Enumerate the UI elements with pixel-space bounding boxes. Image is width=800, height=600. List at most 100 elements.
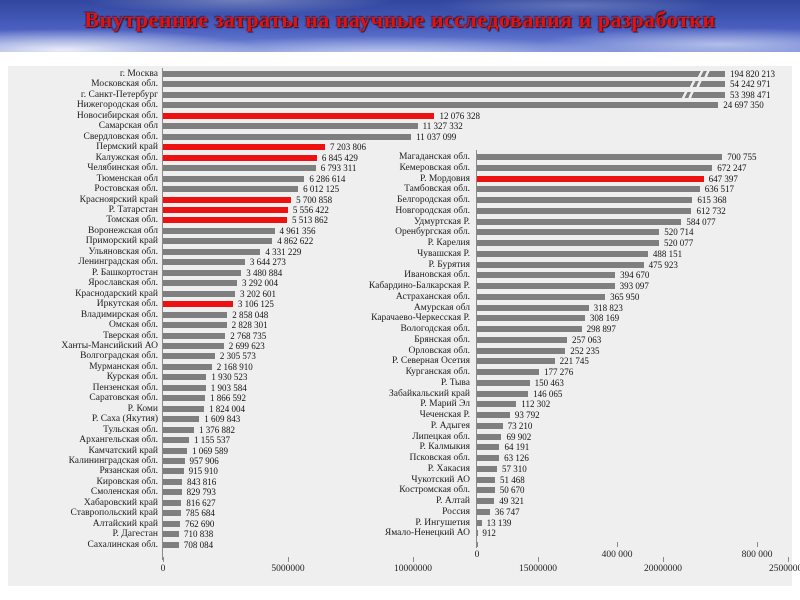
region-label: Р. Коми xyxy=(127,403,158,414)
bar-row: Свердловская обл. 11 037 099 xyxy=(8,132,792,142)
value-label: 612 732 xyxy=(696,205,726,216)
bar xyxy=(163,437,189,444)
axis-tick-label: 10000000 xyxy=(394,564,432,574)
region-label: Нижегородская обл. xyxy=(76,100,158,111)
bar-row: Р. Мордовия 647 397 xyxy=(8,174,792,184)
bar-row: Р. Хакасия 57 310 xyxy=(8,464,792,474)
bar-row: Челябинская обл. 6 793 311 xyxy=(8,163,792,173)
region-label: Красноярский край xyxy=(79,194,158,205)
value-label: 2 858 048 xyxy=(232,309,269,320)
value-label: 1 376 882 xyxy=(198,424,235,435)
axis-tick-label: 0 xyxy=(160,564,166,574)
region-label: Омская обл. xyxy=(109,320,158,331)
bar xyxy=(477,465,498,472)
region-label: Забайкальский край xyxy=(389,388,470,399)
bar-row: Самарская обл 11 327 332 xyxy=(8,121,792,131)
bar-row: Белгородская обл. 615 368 xyxy=(8,195,792,205)
bar-row: Р. Марий Эл 112 302 xyxy=(8,399,792,409)
value-label: 12 076 328 xyxy=(439,110,480,121)
bar xyxy=(163,510,181,517)
region-label: Р. Северная Осетия xyxy=(392,356,470,367)
bar xyxy=(163,374,207,381)
value-label: 1 609 843 xyxy=(204,414,241,425)
bar xyxy=(477,455,500,461)
bar-row: Р. Адыгея 73 210 xyxy=(8,421,792,431)
slide-header: Внутренние затраты на научные исследован… xyxy=(0,0,800,52)
bar-row: Нижегородская обл. 24 697 350 xyxy=(8,100,792,110)
bar xyxy=(477,197,693,203)
bar xyxy=(163,426,194,433)
value-label: 3 202 601 xyxy=(239,288,276,299)
value-label: 829 793 xyxy=(186,487,216,498)
value-label: 13 139 xyxy=(486,517,512,528)
region-label: Магаданская обл. xyxy=(398,152,470,162)
bar xyxy=(477,186,700,193)
value-label: 5 556 422 xyxy=(292,204,329,215)
bar-row: Липецкая обл. 69 902 xyxy=(8,432,792,442)
region-label: Алтайский край xyxy=(92,518,158,529)
bar-row: г. Санкт-Петербург 53 398 471 xyxy=(8,90,792,100)
bar-row: Р. Дагестан 710 838 xyxy=(8,529,792,539)
value-label: 785 684 xyxy=(185,508,215,519)
bar-row: Р. Башкортостан 3 480 884 xyxy=(8,268,792,278)
highlighted-bar xyxy=(163,301,233,308)
region-label: Р. Татарстан xyxy=(108,204,158,215)
region-label: Ханты-Мансийский АО xyxy=(61,340,158,351)
axis-tick-label: 15000000 xyxy=(519,564,557,574)
value-label: 51 468 xyxy=(500,474,525,485)
bar-row: Пензенская обл. 1 903 584 xyxy=(8,383,792,393)
value-label: 54 242 971 xyxy=(730,79,771,90)
region-label: Рязанская обл. xyxy=(99,466,158,477)
value-label: 4 331 229 xyxy=(265,246,302,257)
bar xyxy=(477,293,606,300)
bar-row: Красноярский край 5 700 858 xyxy=(8,195,792,205)
bar xyxy=(163,405,204,412)
region-label: Чукотский АО xyxy=(411,474,470,485)
bar-row: Алтайский край 762 690 xyxy=(8,519,792,529)
bar xyxy=(477,336,567,343)
bar-row: Тюменская обл 6 286 614 xyxy=(8,174,792,184)
region-label: Смоленская обл. xyxy=(90,487,158,498)
bar-row: Р. Саха (Якутия) 1 609 843 xyxy=(8,414,792,424)
value-label: 394 670 xyxy=(620,270,650,281)
value-label: 2 699 623 xyxy=(228,340,265,351)
bar xyxy=(477,519,482,526)
bar-row: Ростовская обл. 6 012 125 xyxy=(8,184,792,194)
bar xyxy=(477,487,495,494)
value-label: 57 310 xyxy=(502,463,527,474)
bar-row: Иркутская обл. 3 106 125 xyxy=(8,299,792,309)
value-label: 915 910 xyxy=(188,466,218,477)
bar-row: Пермский край 7 203 806 xyxy=(8,142,792,152)
region-label: Калужская обл. xyxy=(95,152,158,163)
bar xyxy=(163,468,184,475)
axis-tick-mark xyxy=(413,557,414,562)
region-label: Сахалинская обл. xyxy=(87,539,159,550)
region-label: Новосибирская обл. xyxy=(76,110,158,121)
region-label: Архангельская обл. xyxy=(79,435,158,446)
region-label: Камчатский край xyxy=(88,445,159,456)
bar-row: Орловская обл. 252 235 xyxy=(8,346,792,356)
bar xyxy=(477,530,478,537)
region-label: г. Москва xyxy=(119,69,158,79)
bar xyxy=(477,229,660,236)
value-label: 221 745 xyxy=(559,356,589,367)
bar-row: Чеченская Р. 93 792 xyxy=(8,410,792,420)
region-label: Р. Калмыкия xyxy=(419,442,470,453)
bar xyxy=(477,304,589,311)
region-label: Приморский край xyxy=(85,236,158,247)
bar xyxy=(477,412,510,418)
value-label: 647 397 xyxy=(708,173,738,184)
value-label: 584 077 xyxy=(686,216,716,227)
bar-row: Калужская обл. 6 845 429 xyxy=(8,153,792,163)
slide-title: Внутренние затраты на научные исследован… xyxy=(84,7,716,32)
region-label: Курская обл. xyxy=(106,372,158,383)
value-label: 2 168 910 xyxy=(216,361,253,372)
bar-row: Ханты-Мансийский АО 2 699 623 xyxy=(8,341,792,351)
value-label: 93 792 xyxy=(514,410,540,420)
bar-row: Чукотский АО 51 468 xyxy=(8,475,792,485)
region-label: Р. Хакасия xyxy=(427,463,470,474)
region-label: Ростовская обл. xyxy=(94,184,158,195)
bar-row: Р. Северная Осетия 221 745 xyxy=(8,356,792,366)
bar xyxy=(477,154,723,160)
value-label: 912 xyxy=(482,528,496,539)
